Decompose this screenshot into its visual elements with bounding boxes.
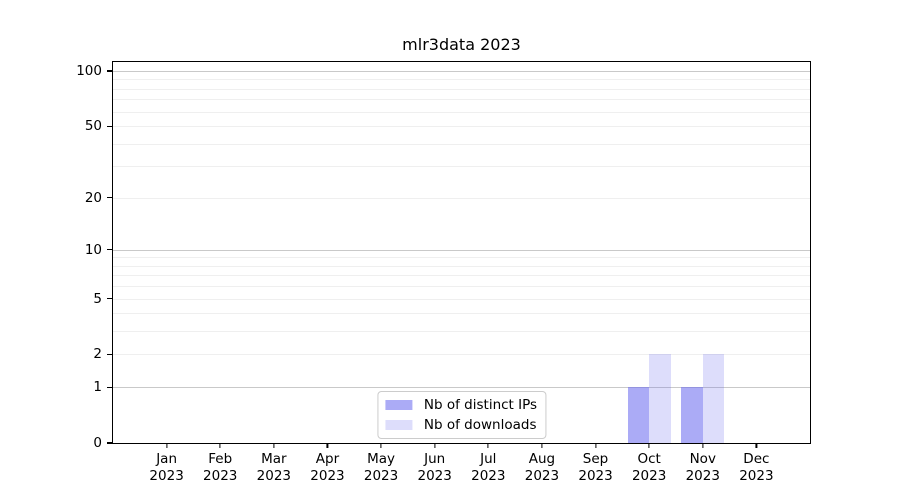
x-tick [487, 443, 489, 448]
gridline-minor [113, 99, 810, 101]
gridline-minor [113, 298, 810, 300]
x-tick-label: Apr 2023 [310, 451, 345, 484]
y-tick-label: 100 [76, 63, 102, 80]
y-tick [106, 297, 112, 300]
legend-label-distinct-ips: Nb of distinct IPs [423, 397, 538, 413]
gridline-minor [113, 126, 810, 128]
gridline-minor [113, 111, 810, 113]
gridline-minor [113, 79, 810, 81]
x-tick-label: Jun 2023 [417, 451, 452, 484]
x-tick-label: Dec 2023 [739, 451, 774, 484]
x-tick-label: Jan 2023 [149, 451, 184, 484]
y-tick [106, 386, 112, 388]
x-tick-label: Feb 2023 [203, 451, 238, 484]
bar-downloads [702, 354, 725, 443]
plot-area: Nb of distinct IPs Nb of downloads 0 1 2 5 1… [76, 61, 811, 484]
gridline-minor [113, 143, 810, 145]
bar-downloads [649, 354, 671, 443]
y-tick [106, 249, 112, 251]
gridline-minor [113, 88, 810, 90]
y-tick-label: 10 [84, 241, 102, 258]
gridline-minor [113, 257, 810, 259]
x-tick-label: Aug 2023 [524, 451, 560, 484]
y-tick [106, 353, 112, 356]
legend-item-distinct-ips: Nb of distinct IPs [384, 397, 538, 413]
gridline-minor [113, 197, 810, 199]
y-tick-label: 50 [84, 118, 102, 135]
y-tick [106, 70, 112, 72]
y-tick [106, 125, 112, 127]
bar-distinct-ips [681, 387, 703, 443]
gridline-major [113, 387, 810, 389]
x-tick-label: Mar 2023 [256, 451, 292, 484]
gridline-minor [113, 331, 810, 333]
x-tick [380, 443, 382, 448]
x-tick [755, 443, 757, 448]
legend-swatch-distinct-ips [384, 400, 412, 410]
x-tick [648, 443, 650, 448]
x-tick [702, 443, 704, 448]
y-tick [106, 442, 112, 444]
gridline-minor [113, 286, 810, 288]
x-tick [326, 443, 329, 448]
gridline-minor [113, 354, 810, 356]
x-tick [541, 443, 543, 448]
x-tick [594, 443, 597, 448]
y-tick [106, 197, 112, 199]
y-tick-label: 2 [93, 346, 102, 363]
y-tick-label: 5 [93, 290, 102, 307]
x-tick [434, 443, 436, 448]
y-tick-label: 20 [84, 189, 102, 206]
x-tick [273, 443, 275, 448]
x-tick-label: Oct 2023 [631, 451, 667, 484]
gridline-major [113, 71, 810, 73]
gridline-minor [113, 275, 810, 277]
x-tick [219, 443, 221, 448]
chart-title: mlr3data 2023 [402, 35, 521, 54]
x-tick-label: May 2023 [363, 451, 399, 484]
legend-label-downloads: Nb of downloads [423, 417, 537, 433]
legend-item-downloads: Nb of downloads [384, 417, 537, 433]
y-tick-label: 1 [93, 379, 102, 396]
bar-distinct-ips [627, 387, 650, 443]
gridline-minor [113, 313, 810, 315]
x-tick-label: Sep 2023 [578, 451, 613, 484]
gridline-minor [113, 265, 810, 267]
x-tick [166, 443, 168, 448]
x-tick-label: Jul 2023 [471, 451, 506, 484]
legend-swatch-downloads [384, 420, 412, 430]
x-tick-label: Nov 2023 [685, 451, 720, 484]
legend: Nb of distinct IPs Nb of downloads [376, 391, 547, 439]
y-tick-label: 0 [93, 435, 102, 451]
gridline-minor [113, 166, 810, 168]
gridline-major [113, 249, 810, 251]
